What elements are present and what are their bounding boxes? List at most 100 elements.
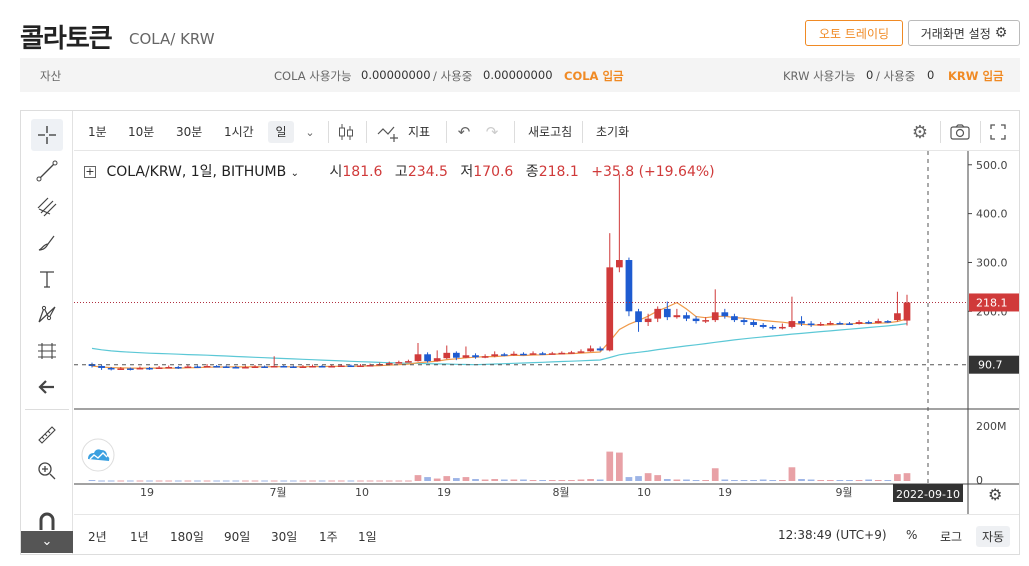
volume-bar (769, 480, 777, 482)
brush-icon[interactable] (31, 227, 63, 259)
percent-toggle[interactable]: % (906, 528, 918, 542)
candle (194, 366, 201, 369)
candle (702, 320, 710, 322)
range-bar: 2년 1년 180일 90일 30일 1주 1일 12:38:49 (UTC+9… (74, 514, 1019, 554)
ruler-icon[interactable] (31, 419, 63, 451)
candle (270, 366, 278, 368)
clock-display[interactable]: 12:38:49 (UTC+9) (778, 528, 887, 542)
candle (587, 348, 594, 352)
coin-title: 콜라토큰 (20, 24, 113, 54)
volume-bar (299, 480, 307, 482)
range-2y[interactable]: 2년 (88, 530, 107, 544)
interval-30m[interactable]: 30분 (176, 125, 203, 139)
candle (558, 352, 566, 355)
candle (788, 321, 796, 327)
candle (136, 367, 144, 370)
candle (203, 366, 211, 368)
page-header: 콜라토큰 COLA/ KRW 오토 트레이딩 거래화면 설정 ⚙ (20, 18, 1020, 54)
indicator-icon[interactable] (374, 119, 404, 145)
volume-bar (194, 480, 201, 482)
cola-available-value: 0.00000000 (361, 68, 431, 82)
volume-bar (280, 480, 288, 482)
candle (117, 368, 125, 370)
auto-toggle[interactable]: 자동 (976, 526, 1011, 547)
magnet-icon[interactable] (31, 505, 63, 537)
volume-bar (846, 480, 853, 482)
candle (98, 366, 105, 368)
drawing-toolbar: ⌄ (21, 111, 73, 554)
trend-line-icon[interactable] (31, 155, 63, 187)
candle (750, 322, 757, 325)
range-90d[interactable]: 90일 (224, 530, 251, 544)
volume-bar (165, 480, 173, 482)
volume-bar (452, 478, 460, 481)
interval-1h[interactable]: 1시간 (224, 125, 254, 139)
chevron-down-icon[interactable]: ⌄ (290, 168, 300, 179)
candle (663, 308, 671, 318)
range-30d[interactable]: 30일 (271, 530, 298, 544)
candle (443, 352, 451, 359)
candle (644, 318, 652, 323)
candle-type-icon[interactable] (332, 119, 360, 145)
indicator-label[interactable]: 지표 (408, 125, 431, 139)
volume-bar (155, 480, 163, 482)
candle (424, 354, 431, 362)
volume-bar (596, 479, 604, 481)
undo-icon[interactable]: ↶ (457, 123, 471, 141)
back-arrow-icon[interactable] (31, 371, 63, 403)
pitchfork-icon[interactable] (31, 191, 63, 223)
camera-icon[interactable] (946, 119, 974, 145)
volume-bar (146, 480, 153, 482)
toolbar-divider (25, 409, 69, 410)
crosshair-icon[interactable] (31, 119, 63, 151)
symbol-label[interactable]: COLA/KRW, 1일, BITHUMB (106, 164, 287, 180)
reset-button[interactable]: 초기화 (596, 125, 630, 139)
volume-bar (587, 479, 594, 481)
axis-settings-icon[interactable]: ⚙ (988, 485, 1002, 504)
refresh-button[interactable]: 새로고침 (528, 125, 573, 139)
fib-icon[interactable] (31, 335, 63, 367)
settings-icon[interactable]: ⚙ (911, 121, 929, 143)
log-toggle[interactable]: 로그 (940, 530, 963, 544)
pattern-icon[interactable] (31, 299, 63, 331)
high-value: 234.5 (407, 164, 448, 180)
interval-1d[interactable]: 일 (268, 121, 294, 143)
candle (846, 323, 853, 326)
volume-bar (98, 480, 105, 482)
volume-bar (663, 479, 671, 481)
interval-10m[interactable]: 10분 (128, 125, 155, 139)
interval-1m[interactable]: 1분 (88, 125, 107, 139)
text-tool-icon[interactable] (31, 263, 63, 295)
range-1w[interactable]: 1주 (319, 530, 338, 544)
range-1d[interactable]: 1일 (358, 530, 377, 544)
candle (481, 356, 489, 358)
volume-bar (874, 480, 882, 482)
range-180d[interactable]: 180일 (170, 530, 204, 544)
volume-bar (88, 480, 96, 482)
open-value: 181.6 (342, 164, 383, 180)
volume-bar (894, 474, 901, 481)
collapse-toolbar-button[interactable]: ⌄ (21, 531, 73, 553)
expand-legend-icon[interactable]: + (84, 165, 96, 178)
redo-icon[interactable]: ↷ (485, 123, 499, 141)
volume-bar (405, 480, 412, 482)
chevron-down-icon[interactable]: ⌄ (305, 125, 315, 139)
candle (711, 312, 719, 321)
trade-settings-button[interactable]: 거래화면 설정 ⚙ (908, 20, 1020, 46)
range-1y[interactable]: 1년 (130, 530, 149, 544)
crosshair-date-tag (893, 484, 963, 502)
volume-bar (635, 476, 642, 481)
zoom-in-icon[interactable] (31, 455, 63, 487)
candle (126, 368, 134, 370)
cola-in-use-value: 0.00000000 (483, 68, 553, 82)
candle (184, 366, 192, 369)
candle (357, 365, 364, 368)
krw-deposit-link[interactable]: KRW 입금 (948, 69, 1004, 83)
auto-trading-button[interactable]: 오토 트레이딩 (805, 20, 903, 46)
fullscreen-icon[interactable] (984, 119, 1012, 145)
volume-bar (395, 480, 403, 482)
candle (520, 353, 527, 356)
cola-deposit-link[interactable]: COLA 입금 (564, 69, 624, 83)
candle (261, 366, 268, 369)
